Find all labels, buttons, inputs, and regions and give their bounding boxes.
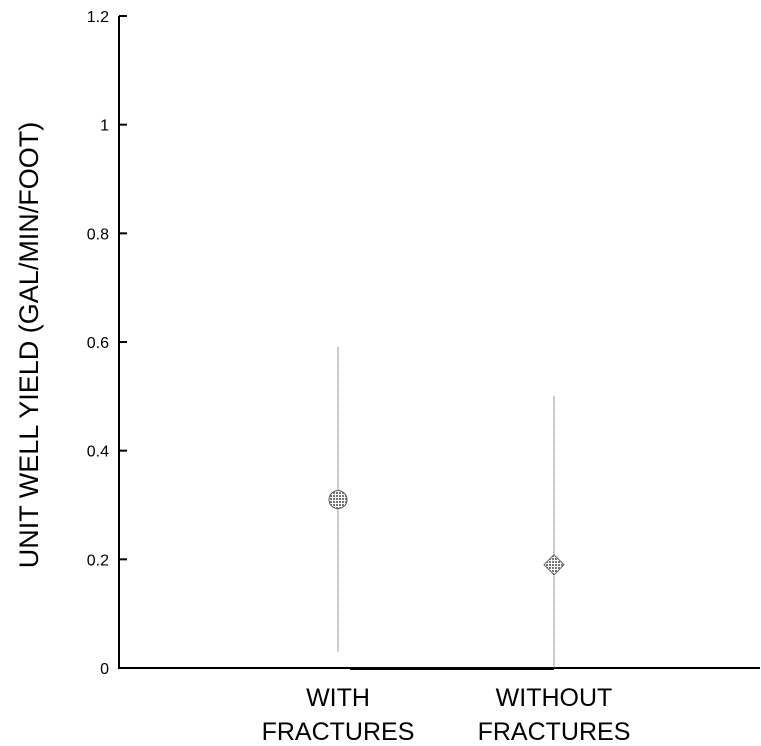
y-ticks: 0 0.2 0.4 0.6 0.8 1 1.2: [87, 9, 127, 678]
y-tick-label: 0.8: [87, 226, 109, 243]
data-point-marker: [328, 490, 348, 510]
y-axis-title: UNIT WELL YIELD (GAL/MIN/FOOT): [14, 122, 44, 569]
x-category-label-line1: WITHOUT: [496, 684, 613, 712]
axes: [118, 16, 760, 670]
y-tick-label: 0: [100, 661, 109, 678]
y-tick-label: 0.4: [87, 444, 109, 461]
data-point-marker: [543, 554, 565, 576]
y-tick-label: 1: [100, 118, 109, 135]
x-category-labels: WITH FRACTURES WITHOUT FRACTURES: [262, 684, 631, 746]
x-category-label-line1: WITH: [306, 684, 370, 712]
x-category-label-line2: FRACTURES: [478, 718, 631, 746]
y-tick-label: 0.2: [87, 552, 109, 569]
data-marks: [328, 347, 565, 668]
x-category-label-line2: FRACTURES: [262, 718, 415, 746]
y-tick-label: 0.6: [87, 335, 109, 352]
y-tick-label: 1.2: [87, 9, 109, 26]
